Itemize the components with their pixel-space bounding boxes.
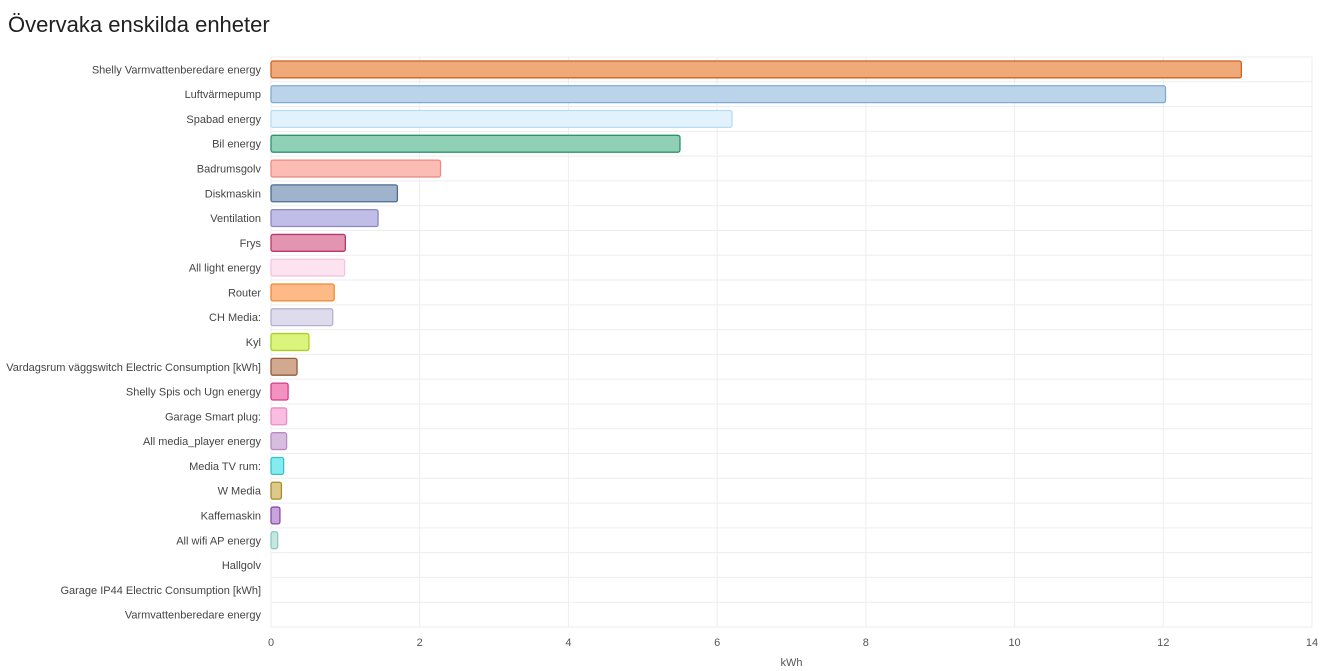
x-tick-label: 8 [863, 637, 869, 649]
category-label: Shelly Varmvattenberedare energy [92, 64, 262, 76]
bar[interactable] [270, 456, 285, 475]
category-label: CH Media: [209, 312, 261, 324]
bar[interactable] [270, 332, 310, 352]
bar[interactable] [270, 184, 399, 203]
category-label: Vardagsrum väggswitch Electric Consumpti… [6, 362, 261, 374]
category-label: All media_player energy [143, 436, 262, 448]
category-label: Frys [240, 238, 262, 250]
category-label: Spabad energy [186, 114, 261, 126]
category-label: Router [228, 287, 261, 299]
x-axis-title: kWh [781, 657, 803, 669]
category-label: All wifi AP energy [176, 535, 261, 547]
bar[interactable] [270, 283, 335, 302]
bar[interactable] [270, 531, 279, 550]
x-tick-label: 6 [714, 637, 720, 649]
category-label: Diskmaskin [205, 188, 261, 200]
category-label: Varmvattenberedare energy [125, 610, 262, 622]
bar[interactable] [270, 481, 283, 500]
bar[interactable] [270, 357, 298, 376]
x-tick-label: 0 [268, 637, 274, 649]
bar[interactable] [270, 308, 334, 327]
card-title: Övervaka enskilda enheter [8, 12, 270, 37]
category-label: Bil energy [212, 139, 261, 151]
bar[interactable] [270, 506, 281, 525]
bar[interactable] [270, 209, 379, 228]
category-labels: Shelly Varmvattenberedare energy Luftvärm… [6, 64, 262, 621]
category-label: Badrumsgolv [197, 164, 262, 176]
bar[interactable] [270, 258, 346, 277]
x-axis-ticks: 0 2 4 6 8 10 12 14 [268, 637, 1318, 649]
bar[interactable] [270, 233, 347, 252]
category-label: Hallgolv [222, 560, 262, 572]
bar[interactable] [270, 432, 288, 451]
bars [270, 60, 1243, 550]
category-label: Ventilation [210, 213, 261, 225]
bar[interactable] [270, 60, 1243, 79]
category-label: Shelly Spis och Ugn energy [126, 387, 262, 399]
category-label: Luftvärmepump [185, 89, 261, 101]
category-label: W Media [218, 486, 262, 498]
category-label: All light energy [189, 263, 262, 275]
category-label: Kaffemaskin [201, 510, 261, 522]
x-tick-label: 12 [1157, 637, 1169, 649]
x-tick-label: 2 [417, 637, 423, 649]
category-label: Media TV rum: [189, 461, 261, 473]
category-label: Garage Smart plug: [165, 411, 261, 423]
x-tick-label: 14 [1306, 637, 1318, 649]
grid-lines [270, 56, 1313, 628]
bar[interactable] [270, 134, 681, 153]
category-label: Kyl [246, 337, 261, 349]
bar[interactable] [270, 407, 288, 426]
x-tick-label: 4 [565, 637, 571, 649]
bar[interactable] [270, 85, 1167, 104]
bar[interactable] [270, 109, 733, 129]
category-label: Garage IP44 Electric Consumption [kWh] [60, 585, 261, 597]
x-tick-label: 10 [1008, 637, 1020, 649]
bar[interactable] [270, 159, 442, 178]
bar[interactable] [270, 382, 289, 401]
